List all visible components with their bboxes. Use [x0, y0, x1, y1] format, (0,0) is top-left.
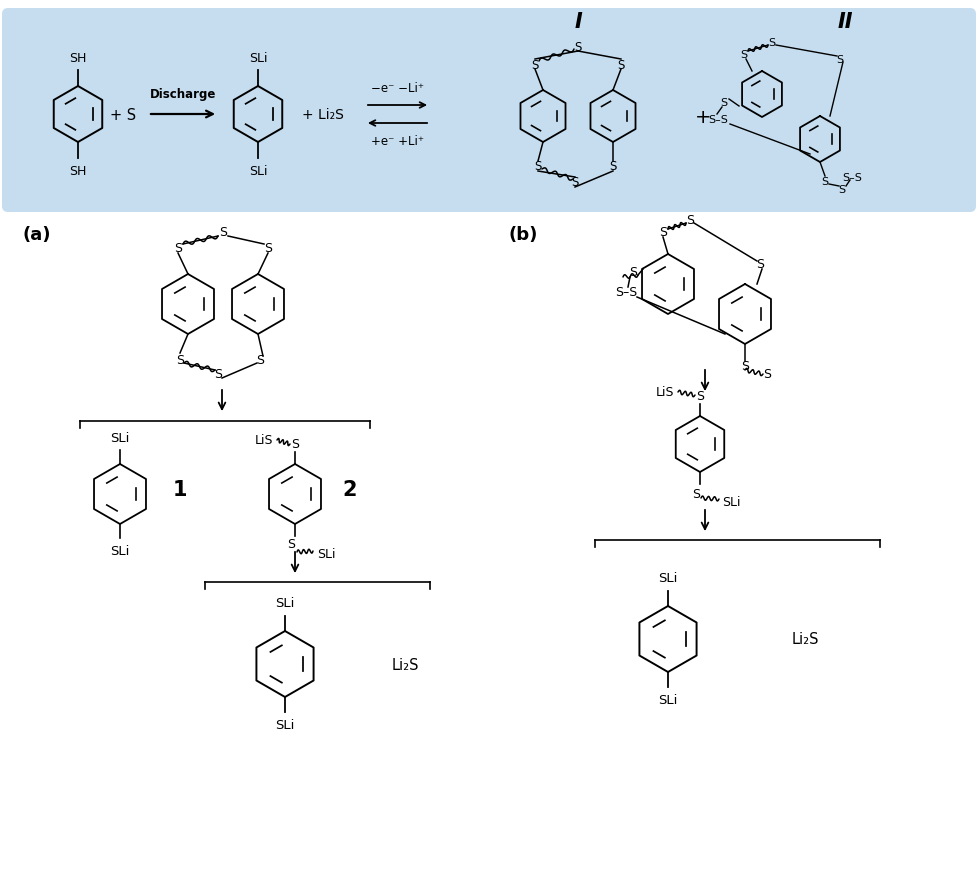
Text: S: S	[741, 360, 749, 373]
Text: SLi: SLi	[249, 52, 268, 65]
Text: 2: 2	[343, 479, 358, 500]
Text: S: S	[629, 266, 637, 279]
Text: S: S	[720, 97, 727, 108]
Text: S: S	[617, 58, 624, 72]
Text: II: II	[837, 12, 853, 32]
Text: S: S	[256, 353, 264, 366]
Text: SH: SH	[70, 164, 86, 178]
Text: S: S	[287, 538, 295, 551]
Text: S: S	[264, 241, 272, 254]
Text: S–S: S–S	[842, 173, 862, 182]
Text: SLi: SLi	[659, 693, 678, 706]
Text: S: S	[768, 38, 775, 48]
Text: S: S	[291, 438, 299, 451]
Text: S: S	[763, 368, 771, 381]
FancyBboxPatch shape	[2, 9, 976, 213]
Text: S: S	[741, 50, 748, 60]
Text: SLi: SLi	[111, 432, 129, 444]
Text: S–S: S–S	[709, 114, 728, 125]
Text: (a): (a)	[22, 226, 51, 244]
Text: + Li₂S: + Li₂S	[302, 108, 344, 122]
Text: LiS: LiS	[255, 434, 273, 447]
Text: S: S	[531, 58, 539, 72]
Text: +: +	[695, 107, 711, 126]
Text: + S: + S	[110, 107, 136, 122]
Text: S: S	[574, 40, 582, 54]
Text: 1: 1	[172, 479, 187, 500]
Text: +e⁻ +Li⁺: +e⁻ +Li⁺	[371, 135, 424, 148]
Text: S: S	[176, 353, 184, 366]
Text: S: S	[756, 258, 764, 271]
Text: Li₂S: Li₂S	[791, 632, 818, 646]
Text: S: S	[219, 226, 227, 240]
Text: −e⁻ −Li⁺: −e⁻ −Li⁺	[371, 82, 424, 95]
Text: SH: SH	[70, 52, 86, 65]
Text: SLi: SLi	[249, 164, 268, 178]
Text: S: S	[696, 389, 704, 402]
Text: S: S	[821, 177, 828, 187]
Text: Discharge: Discharge	[150, 88, 217, 101]
Text: S: S	[571, 176, 578, 190]
Text: SLi: SLi	[111, 544, 129, 557]
Text: (b): (b)	[508, 226, 537, 244]
Text: SLi: SLi	[659, 571, 678, 585]
Text: S: S	[174, 241, 182, 254]
Text: S: S	[837, 55, 844, 65]
Text: S: S	[692, 487, 700, 500]
Text: S: S	[534, 160, 542, 173]
Text: I: I	[574, 12, 582, 32]
Text: S: S	[686, 215, 694, 227]
Text: Li₂S: Li₂S	[391, 657, 418, 671]
Text: S: S	[610, 160, 616, 173]
Text: SLi: SLi	[317, 548, 335, 561]
Text: S: S	[659, 226, 667, 240]
Text: SLi: SLi	[722, 496, 741, 509]
Text: LiS: LiS	[656, 386, 674, 399]
Text: SLi: SLi	[275, 718, 295, 731]
Text: S–S: S–S	[614, 286, 637, 299]
Text: S: S	[214, 368, 222, 381]
Text: S: S	[839, 185, 846, 195]
Text: SLi: SLi	[275, 596, 295, 610]
